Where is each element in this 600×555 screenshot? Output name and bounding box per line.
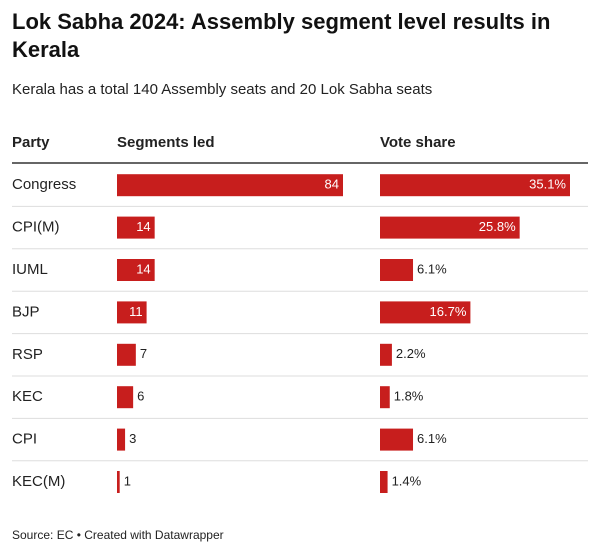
value-label: 14: [136, 219, 150, 234]
value-label: 2.2%: [396, 346, 426, 361]
bar: [380, 428, 414, 451]
chart-subtitle: Kerala has a total 140 Assembly seats an…: [12, 81, 432, 98]
chart-title: Lok Sabha 2024: Assembly segment level r…: [12, 9, 551, 62]
value-label: 6.1%: [417, 431, 447, 446]
column-header: Segments led: [117, 134, 215, 151]
value-label: 16.7%: [430, 304, 467, 319]
value-label: 1.8%: [394, 389, 424, 404]
bar: [117, 174, 343, 197]
bar: [380, 471, 388, 493]
value-label: 14: [136, 261, 150, 276]
party-label: RSP: [12, 346, 43, 363]
party-label: KEC: [12, 388, 43, 405]
bar: [117, 428, 126, 451]
value-label: 35.1%: [529, 177, 566, 192]
column-header: Party: [12, 134, 50, 151]
value-label: 7: [140, 346, 147, 361]
party-label: IUML: [12, 261, 48, 278]
value-label: 1.4%: [392, 473, 422, 488]
value-label: 6: [137, 389, 144, 404]
bar: [380, 343, 392, 366]
bar: [117, 471, 120, 493]
bar: [117, 386, 134, 409]
bar: [117, 259, 155, 281]
party-label: CPI: [12, 431, 37, 448]
title-box: Lok Sabha 2024: Assembly segment level r…: [12, 9, 551, 62]
bar: [380, 301, 471, 324]
party-label: KEC(M): [12, 473, 65, 490]
value-label: 11: [129, 304, 143, 319]
value-label: 25.8%: [479, 219, 516, 234]
bar: [117, 216, 155, 239]
bar: [380, 386, 390, 409]
bar: [117, 343, 136, 366]
party-label: BJP: [12, 303, 40, 320]
bar: [380, 259, 414, 281]
bar: [380, 216, 520, 239]
column-header: Vote share: [380, 134, 456, 151]
value-label: 1: [124, 473, 131, 488]
value-label: 3: [129, 431, 136, 446]
value-label: 6.1%: [417, 261, 447, 276]
party-label: CPI(M): [12, 219, 60, 236]
bar: [117, 301, 147, 324]
bar: [380, 174, 570, 197]
source: Source: EC • Created with Datawrapper: [12, 528, 224, 542]
party-label: Congress: [12, 176, 76, 193]
value-label: 84: [325, 177, 339, 192]
